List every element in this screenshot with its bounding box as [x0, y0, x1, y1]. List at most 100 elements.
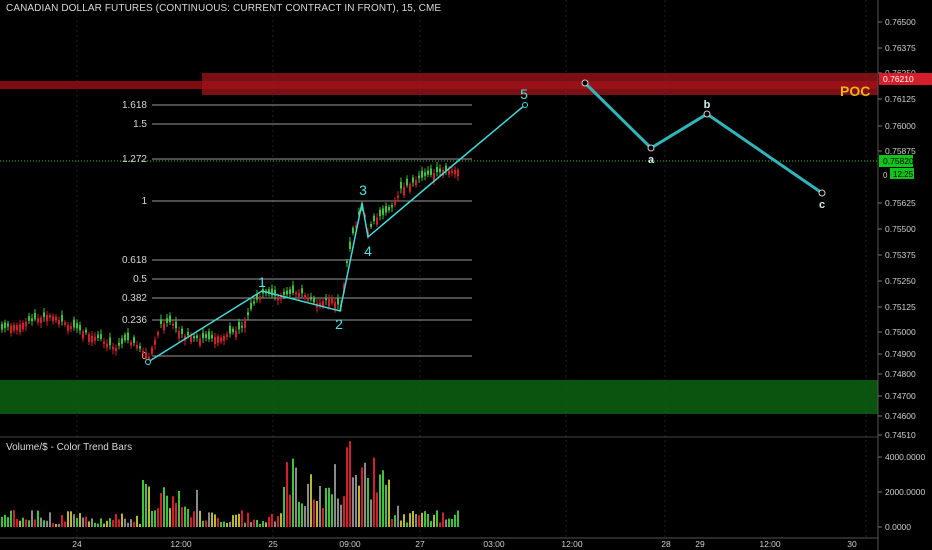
volume-bar — [1, 516, 3, 527]
volume-bar — [154, 510, 156, 527]
volume-bar — [442, 512, 444, 527]
candle-body — [280, 296, 282, 300]
volume-bar — [184, 506, 186, 527]
volume-bar — [166, 495, 168, 527]
volume-bar — [109, 518, 111, 527]
volume-bar — [325, 488, 327, 527]
candle-body — [40, 317, 42, 324]
volume-bar — [313, 499, 315, 527]
candle-body — [43, 312, 45, 318]
x-tick-label: 03:00 — [483, 539, 505, 549]
volume-bar — [310, 474, 312, 527]
fib-level-label: 0.382 — [122, 293, 147, 304]
candle-body — [439, 168, 441, 173]
candle-body — [400, 181, 402, 189]
volume-bar — [319, 485, 321, 527]
volume-bar — [37, 510, 39, 527]
volume-bar — [316, 500, 318, 527]
volume-bar — [142, 479, 144, 527]
volume-bar — [52, 523, 54, 527]
candle-body — [31, 318, 33, 322]
volume-bar — [64, 521, 66, 527]
volume-bar — [34, 519, 36, 527]
volume-bar — [238, 513, 240, 527]
volume-bar — [265, 522, 267, 527]
countdown-tag — [890, 168, 914, 179]
volume-bar — [283, 486, 285, 527]
candle-body — [331, 298, 333, 304]
volume-bar — [28, 520, 30, 527]
candle-body — [166, 318, 168, 323]
x-tick-label: 29 — [695, 539, 705, 549]
volume-bar — [67, 511, 69, 527]
y-tick-label: 0.74900 — [885, 349, 916, 359]
volume-bar — [124, 518, 126, 527]
volume-tick-label: 4000.0000 — [885, 452, 925, 462]
poc-price-tag — [879, 73, 932, 85]
volume-bar — [391, 519, 393, 527]
candle-body — [256, 294, 258, 300]
candle-body — [1, 324, 3, 330]
candle-body — [394, 200, 396, 206]
candle-body — [112, 346, 114, 350]
price-candles — [1, 162, 459, 366]
y-tick-label: 0.75000 — [885, 327, 916, 337]
volume-bar — [61, 515, 63, 527]
candle-body — [445, 165, 447, 172]
candle-body — [76, 323, 78, 329]
volume-bar — [418, 515, 420, 527]
fib-level-label: 0 — [141, 351, 147, 362]
candle-body — [388, 206, 390, 211]
candle-body — [205, 334, 207, 338]
candle-body — [229, 325, 231, 334]
volume-bar — [433, 514, 435, 527]
candle-body — [286, 290, 288, 295]
candle-body — [22, 322, 24, 330]
volume-bar — [358, 485, 360, 527]
volume-bar — [100, 518, 102, 527]
candle-body — [142, 350, 144, 354]
volume-bar — [286, 462, 288, 527]
volume-bar — [337, 498, 339, 527]
candle-body — [181, 328, 183, 335]
volume-bar — [298, 501, 300, 527]
volume-bar — [19, 520, 21, 527]
volume-bar — [436, 510, 438, 527]
candle-body — [304, 294, 306, 299]
volume-bar — [274, 521, 276, 527]
y-tick-label: 0.74600 — [885, 411, 916, 421]
candle-body — [274, 289, 276, 296]
volume-bar — [88, 521, 90, 527]
volume-bar — [259, 523, 261, 527]
current-price-label: 0.75820 — [883, 156, 914, 166]
volume-bar — [82, 517, 84, 527]
candle-body — [319, 302, 321, 306]
candle-body — [418, 175, 420, 179]
extra-price-label: 0 — [883, 171, 888, 180]
y-tick-label: 0.75875 — [885, 146, 916, 156]
volume-bar — [448, 518, 450, 527]
current-price-tag — [879, 155, 913, 167]
volume-bar — [94, 522, 96, 527]
candle-body — [202, 332, 204, 339]
volume-bar — [43, 520, 45, 527]
candle-body — [421, 170, 423, 178]
volume-bar — [193, 511, 195, 527]
volume-bar — [178, 490, 180, 527]
candle-body — [121, 338, 123, 344]
candle-body — [406, 178, 408, 186]
volume-bar — [46, 520, 48, 527]
candle-body — [376, 217, 378, 225]
volume-bar — [346, 447, 348, 527]
wave-labels: 1 2 3 4 5 a b c — [258, 86, 825, 332]
candle-body — [7, 323, 9, 327]
candle-body — [253, 301, 255, 304]
volume-bar — [157, 508, 159, 527]
volume-bar — [223, 521, 225, 527]
candle-body — [118, 342, 120, 346]
volume-bar — [301, 503, 303, 527]
x-tick-label: 27 — [415, 539, 425, 549]
x-tick-label: 30 — [847, 539, 857, 549]
candle-body — [211, 334, 213, 339]
volume-bar — [445, 519, 447, 527]
